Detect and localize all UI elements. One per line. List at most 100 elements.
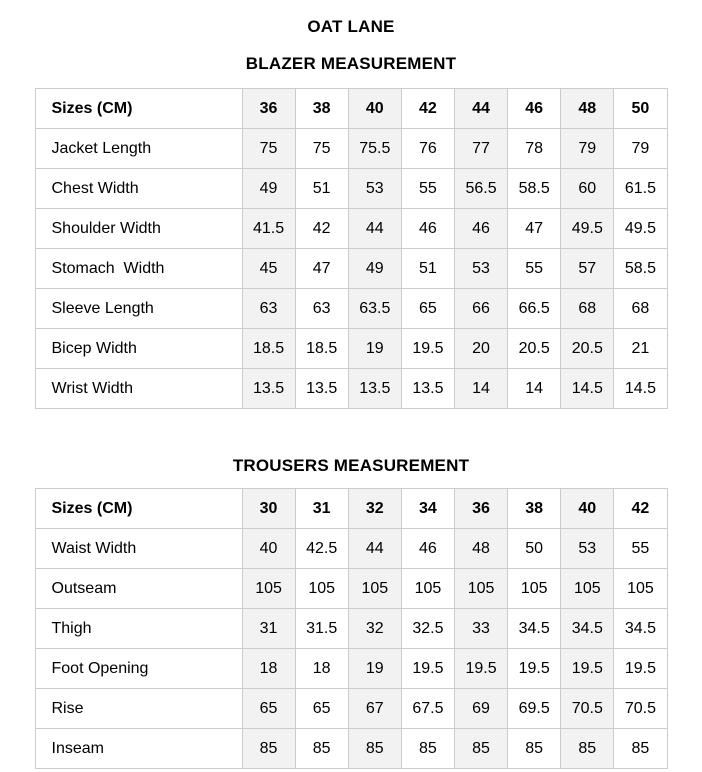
measurement-value: 55 — [507, 248, 562, 289]
measurement-value: 77 — [453, 128, 509, 169]
measurement-label: Thigh — [34, 608, 243, 649]
measurement-value: 45 — [241, 248, 296, 289]
size-column-header: 38 — [294, 88, 349, 129]
measurement-row: Thigh 31 31.5 32 32.5 33 34.5 34.5 34.5 — [34, 608, 668, 649]
size-column-header: 50 — [613, 88, 668, 129]
measurement-value: 18.5 — [241, 328, 296, 369]
measurement-value: 19.5 — [613, 648, 668, 689]
measurement-value: 75.5 — [347, 128, 402, 169]
measurement-value: 49 — [347, 248, 402, 289]
measurement-value: 67.5 — [400, 688, 456, 729]
measurement-value: 19.5 — [560, 648, 615, 689]
measurement-value: 58.5 — [507, 168, 562, 209]
measurement-value: 55 — [613, 528, 668, 569]
measurement-row: Chest Width 49 51 53 55 56.5 58.5 60 61.5 — [34, 168, 668, 209]
size-column-header: 30 — [241, 488, 296, 529]
measurement-value: 75 — [241, 128, 296, 169]
measurement-label: Inseam — [34, 728, 243, 769]
measurement-value: 65 — [294, 688, 349, 729]
measurement-value: 76 — [400, 128, 456, 169]
measurement-value: 105 — [560, 568, 615, 609]
measurement-value: 20.5 — [560, 328, 615, 369]
measurement-value: 18 — [241, 648, 296, 689]
measurement-row: Sleeve Length 63 63 63.5 65 66 66.5 68 68 — [34, 288, 668, 329]
measurement-value: 63 — [241, 288, 296, 329]
measurement-value: 40 — [241, 528, 296, 569]
measurement-row: Shoulder Width 41.5 42 44 46 46 47 49.5 49.5 — [34, 208, 668, 249]
measurement-value: 19.5 — [400, 648, 456, 689]
measurement-row: Outseam 105 105 105 105 105 105 105 105 — [34, 568, 668, 609]
measurement-value: 14 — [507, 368, 562, 409]
size-column-header: 32 — [347, 488, 402, 529]
size-column-header: 36 — [453, 488, 509, 529]
measurement-value: 19.5 — [507, 648, 562, 689]
measurement-value: 63 — [294, 288, 349, 329]
measurement-value: 34.5 — [507, 608, 562, 649]
page-title: OAT LANE — [307, 17, 395, 36]
size-column-header: 38 — [507, 488, 562, 529]
measurement-value: 19 — [347, 328, 402, 369]
measurement-value: 19.5 — [453, 648, 509, 689]
size-column-header: 40 — [560, 488, 615, 529]
measurement-label: Chest Width — [34, 168, 243, 209]
size-column-header: 48 — [560, 88, 615, 129]
measurement-value: 41.5 — [241, 208, 296, 249]
measurement-value: 69 — [453, 688, 509, 729]
sizes-header-row: Sizes (CM) 36 38 40 42 44 46 48 50 — [34, 88, 668, 129]
size-column-header: 36 — [241, 88, 296, 129]
measurement-value: 47 — [507, 208, 562, 249]
measurement-value: 53 — [347, 168, 402, 209]
size-column-header: 46 — [507, 88, 562, 129]
measurement-value: 34.5 — [560, 608, 615, 649]
measurement-value: 70.5 — [613, 688, 668, 729]
measurement-value: 85 — [613, 728, 668, 769]
measurement-value: 14.5 — [560, 368, 615, 409]
measurement-value: 14 — [453, 368, 509, 409]
measurement-value: 105 — [241, 568, 296, 609]
measurement-label: Shoulder Width — [34, 208, 243, 249]
measurement-value: 85 — [347, 728, 402, 769]
measurement-value: 69.5 — [507, 688, 562, 729]
measurement-value: 18 — [294, 648, 349, 689]
size-column-header: 31 — [294, 488, 349, 529]
measurement-value: 79 — [560, 128, 615, 169]
measurement-value: 105 — [507, 568, 562, 609]
measurement-value: 61.5 — [613, 168, 668, 209]
sizes-header-row: Sizes (CM) 30 31 32 34 36 38 40 42 — [34, 488, 668, 529]
measurement-value: 56.5 — [453, 168, 509, 209]
measurement-value: 19.5 — [400, 328, 456, 369]
measurement-label: Sleeve Length — [34, 288, 243, 329]
measurement-value: 60 — [560, 168, 615, 209]
measurement-value: 53 — [560, 528, 615, 569]
measurement-value: 46 — [400, 208, 456, 249]
measurement-value: 68 — [613, 288, 668, 329]
measurement-value: 32 — [347, 608, 402, 649]
measurement-value: 46 — [400, 528, 456, 569]
measurement-value: 49 — [241, 168, 296, 209]
measurement-value: 51 — [294, 168, 349, 209]
measurement-value: 105 — [347, 568, 402, 609]
measurement-value: 13.5 — [241, 368, 296, 409]
measurement-value: 49.5 — [613, 208, 668, 249]
measurement-label: Wrist Width — [34, 368, 243, 409]
measurement-value: 19 — [347, 648, 402, 689]
measurement-value: 58.5 — [613, 248, 668, 289]
measurement-value: 46 — [453, 208, 509, 249]
measurement-value: 85 — [560, 728, 615, 769]
measurement-value: 13.5 — [347, 368, 402, 409]
trousers-section-title: TROUSERS MEASUREMENT — [232, 456, 470, 475]
size-column-header: 34 — [400, 488, 456, 529]
measurement-value: 85 — [453, 728, 509, 769]
measurement-row: Stomach Width 45 47 49 51 53 55 57 58.5 — [34, 248, 668, 289]
measurement-row: Rise 65 65 67 67.5 69 69.5 70.5 70.5 — [34, 688, 668, 729]
measurement-value: 105 — [453, 568, 509, 609]
measurement-value: 32.5 — [400, 608, 456, 649]
measurement-value: 57 — [560, 248, 615, 289]
measurement-value: 21 — [613, 328, 668, 369]
measurement-value: 85 — [507, 728, 562, 769]
measurement-value: 63.5 — [347, 288, 402, 329]
measurement-row: Waist Width 40 42.5 44 46 48 50 53 55 — [34, 528, 668, 569]
size-column-header: 44 — [453, 88, 509, 129]
measurement-value: 65 — [241, 688, 296, 729]
measurement-value: 105 — [294, 568, 349, 609]
